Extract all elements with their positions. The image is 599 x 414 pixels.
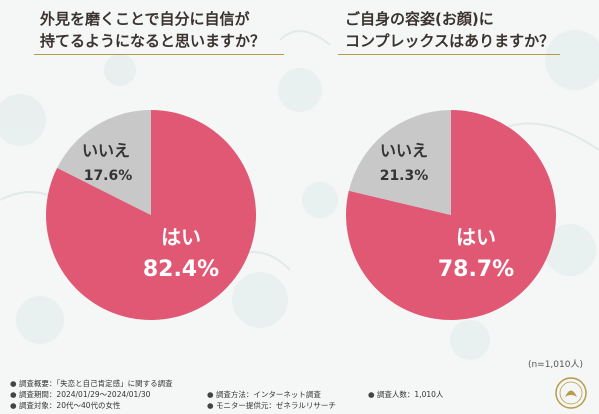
pie-chart-1: いいえ 17.6% はい 82.4% xyxy=(46,110,256,320)
survey-footer: ● 調査概要：「失恋と自己肯定感」に関する調査 ● 調査期間：2024/01/2… xyxy=(0,370,599,414)
chart-2-title-line1: ご自身の容姿(お顔)に xyxy=(345,10,494,28)
chart-2-title-underline xyxy=(338,54,560,55)
pie-chart-2: いいえ 21.3% はい 78.7% xyxy=(346,110,556,320)
footer-period: ● 調査期間：2024/01/29～2024/01/30 xyxy=(10,390,151,399)
pie-2-no-value: 21.3% xyxy=(380,168,429,184)
chart-2-title-line2: コンプレックスはありますか？ xyxy=(345,32,555,50)
chart-1-title-line1: 外見を磨くことで自分に自信が xyxy=(40,10,250,28)
pie-1-slice-yes xyxy=(46,110,256,320)
chart-2-title: ご自身の容姿(お顔)に コンプレックスはありますか？ xyxy=(345,8,554,52)
pie-2-yes-value: 78.7% xyxy=(438,257,514,282)
chart-1-title-underline xyxy=(34,54,284,55)
footer-count: ● 調査人数：1,010人 xyxy=(368,390,444,399)
pie-1-no-value: 17.6% xyxy=(84,168,133,184)
chart-1-title: 外見を磨くことで自分に自信が 持てるようになると思いますか？ xyxy=(40,8,265,52)
pie-1-slice-no xyxy=(57,110,151,215)
footer-summary: ● 調査概要：「失恋と自己肯定感」に関する調査 xyxy=(10,379,173,388)
footer-provider: ● モニター提供元：ゼネラルリサーチ xyxy=(207,401,336,410)
sample-size-note: (n=1,010人) xyxy=(527,360,583,370)
pie-1-yes-value: 82.4% xyxy=(143,257,219,282)
pie-1-yes-label: はい xyxy=(161,225,201,249)
pie-1-no-label: いいえ xyxy=(82,141,130,160)
pie-2-no-label: いいえ xyxy=(380,141,428,160)
chart-1-title-line2: 持てるようになると思いますか？ xyxy=(40,32,266,50)
pie-2-yes-label: はい xyxy=(456,225,496,249)
footer-method: ● 調査方法：インターネット調査 xyxy=(207,390,321,399)
pie-2-slice-no xyxy=(348,110,451,215)
brand-logo-icon xyxy=(555,377,587,409)
footer-target: ● 調査対象：20代～40代の女性 xyxy=(10,401,121,410)
